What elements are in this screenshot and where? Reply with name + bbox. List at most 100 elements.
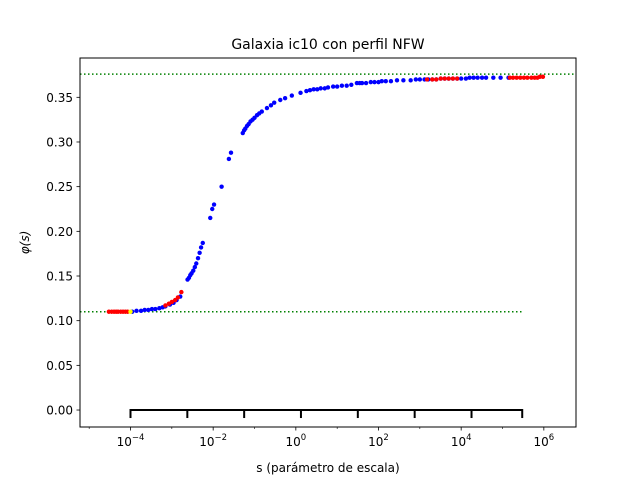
- scatter-point-s0-85: [458, 76, 464, 81]
- scatter-point-s0-65: [368, 79, 373, 85]
- scatter-point-s1-28: [525, 75, 530, 80]
- scatter-point-s1-29: [529, 75, 534, 80]
- scatter-point-s0-73: [408, 78, 413, 83]
- x-tick-label-1: 10−2: [199, 433, 227, 449]
- scatter-point-s0-22: [197, 250, 202, 255]
- y-axis-ticks: 0.00 0.05 0.10 0.15 0.20 0.25 0.30 0.35: [46, 91, 80, 418]
- scatter-point-s0-25: [208, 215, 213, 221]
- scatter-point-s0-86: [463, 76, 469, 81]
- scatter-point-s1-21: [450, 76, 456, 81]
- plot-content: [80, 73, 576, 419]
- scatter-point-s0-64: [363, 80, 369, 86]
- scatter-point-s0-43: [268, 103, 274, 108]
- scatter-point-s1-14: [179, 289, 184, 295]
- scatter-point-s1-22: [454, 76, 460, 81]
- scatter-point-s1-24: [510, 75, 516, 80]
- scatter-point-s1-15: [424, 77, 430, 82]
- scatter-point-s0-91: [483, 75, 489, 80]
- y-tick-label-6: 0.30: [46, 135, 73, 149]
- scatter-point-s1-17: [434, 77, 439, 82]
- scatter-point-s1-18: [438, 76, 443, 81]
- scatter-point-s0-57: [334, 84, 340, 89]
- scatter-point-s0-68: [379, 79, 384, 84]
- scatter-point-s1-9: [163, 303, 168, 308]
- y-tick-label-5: 0.25: [46, 180, 73, 194]
- x-tick-label-3: 102: [368, 433, 389, 449]
- scatter-point-s0-47: [289, 93, 295, 98]
- scatter-point-s0-90: [479, 75, 485, 80]
- x-tick-label-2: 100: [285, 433, 306, 449]
- scatter-point-s1-26: [518, 75, 523, 80]
- scatter-point-s0-89: [475, 75, 480, 80]
- scatter-point-s0-19: [192, 264, 198, 270]
- scatter-point-s2-0: [128, 309, 133, 314]
- scatter-point-s0-2: [138, 308, 144, 314]
- scatter-point-s0-27: [211, 202, 217, 207]
- scatter-point-s1-25: [514, 75, 519, 80]
- scatter-point-s0-41: [259, 109, 264, 114]
- scatter-point-s0-75: [417, 77, 423, 82]
- axes-frame: [79, 57, 577, 428]
- scatter-point-s0-18: [191, 268, 196, 273]
- scatter-point-s0-52: [315, 87, 320, 92]
- scatter-point-s0-71: [394, 78, 400, 83]
- scatter-point-s0-6: [153, 306, 158, 312]
- scatter-point-s0-5: [149, 306, 155, 312]
- scatter-point-s1-11: [169, 299, 175, 305]
- scatter-point-s1-13: [175, 295, 181, 300]
- scatter-point-s0-58: [339, 83, 345, 88]
- y-tick-label-3: 0.15: [46, 270, 73, 284]
- scatter-point-s1-32: [537, 74, 543, 79]
- scatter-point-s0-53: [318, 86, 323, 91]
- scatter-point-s0-66: [372, 79, 377, 85]
- x-axis-label: s (parámetro de escala): [256, 461, 399, 475]
- scatter-point-s0-44: [272, 100, 277, 105]
- scatter-point-s0-93: [498, 75, 503, 80]
- scatter-point-s0-3: [142, 307, 147, 313]
- scatter-point-s0-21: [195, 255, 201, 261]
- scatter-point-s0-29: [226, 156, 232, 162]
- scatter-point-s0-70: [388, 79, 394, 84]
- scatter-point-s0-1: [134, 308, 139, 314]
- scatter-point-s0-69: [383, 79, 388, 84]
- x-tick-label-5: 106: [533, 433, 554, 449]
- y-tick-label-7: 0.35: [46, 91, 73, 105]
- scatter-point-s1-19: [442, 76, 447, 81]
- scatter-point-s0-72: [401, 78, 406, 83]
- scatter-point-s0-50: [307, 87, 313, 93]
- x-tick-label-4: 104: [451, 433, 472, 449]
- scatter-point-s0-45: [278, 97, 283, 103]
- scatter-point-s0-48: [298, 90, 303, 96]
- scatter-point-s0-59: [344, 83, 349, 88]
- scatter-point-s0-23: [198, 245, 204, 250]
- scatter-point-s1-16: [430, 77, 435, 82]
- chart-title: Galaxia ic10 con perfil NFW: [231, 37, 424, 53]
- y-tick-label-1: 0.05: [46, 359, 73, 373]
- y-tick-label-0: 0.00: [46, 404, 73, 418]
- scatter-point-s0-20: [194, 261, 199, 266]
- y-tick-label-2: 0.10: [46, 314, 73, 328]
- scatter-point-s0-51: [311, 87, 316, 92]
- y-axis-label: φ(s): [18, 231, 32, 255]
- scatter-point-s0-49: [304, 88, 309, 94]
- scatter-point-s0-24: [200, 240, 205, 246]
- scatter-point-s0-63: [359, 80, 365, 86]
- x-axis-ticks: 10−4 10−2 100 102 104 106: [88, 427, 554, 449]
- scatter-point-s0-55: [325, 85, 331, 90]
- y-tick-label-4: 0.20: [46, 225, 73, 239]
- scatter-point-s1-20: [446, 76, 451, 81]
- scatter-point-s0-74: [413, 77, 419, 82]
- scatter-point-s0-26: [210, 206, 215, 212]
- scatter-point-s0-30: [228, 150, 234, 155]
- scatter-point-s0-56: [330, 84, 336, 89]
- scatter-point-s0-87: [467, 75, 472, 80]
- scatter-point-s0-42: [264, 105, 270, 111]
- scatter-point-s0-46: [282, 96, 288, 101]
- scatter-point-s0-60: [349, 82, 354, 88]
- scatter-point-s0-4: [146, 307, 151, 313]
- scatter-point-s1-27: [521, 75, 527, 80]
- scatter-point-s0-92: [491, 75, 496, 80]
- scatter-point-s0-88: [471, 75, 476, 80]
- scatter-point-s0-28: [219, 184, 224, 189]
